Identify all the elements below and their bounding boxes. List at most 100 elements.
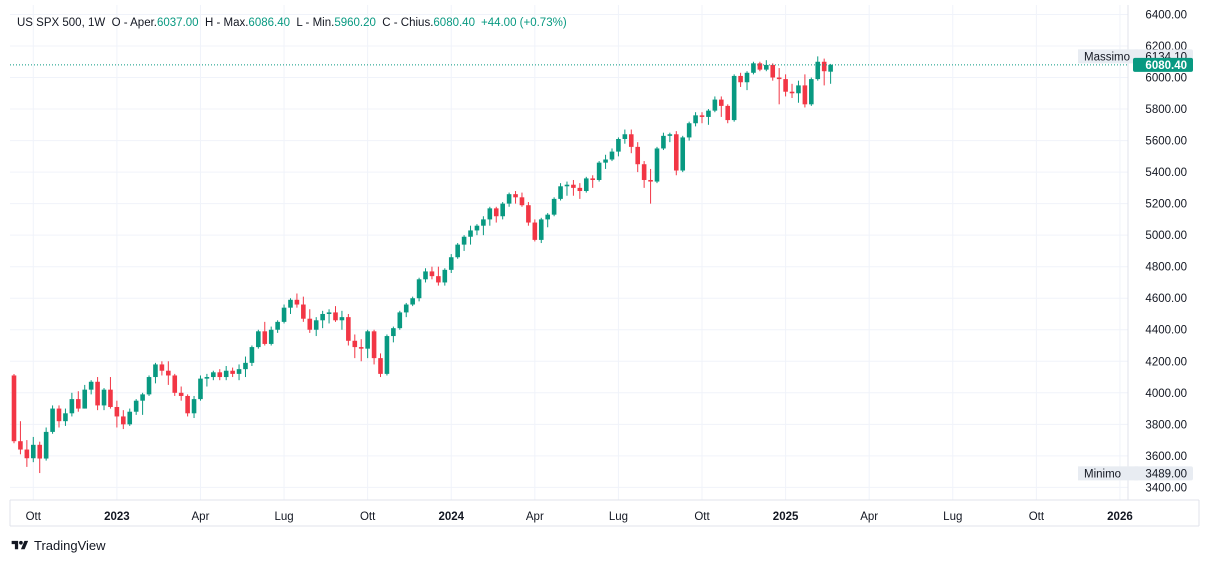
- candle-body: [654, 148, 660, 182]
- candle-body: [429, 271, 435, 277]
- candle-body: [230, 370, 235, 374]
- candle-body: [764, 64, 769, 70]
- y-tick-label: 4000.00: [1145, 388, 1187, 400]
- candle-body: [11, 375, 17, 442]
- candle-body: [76, 399, 81, 409]
- candle-body: [108, 389, 113, 407]
- candle-body: [770, 64, 776, 78]
- candle-body: [500, 203, 505, 217]
- y-tick-label: 5200.00: [1145, 199, 1187, 211]
- tradingview-brand[interactable]: TradingView: [10, 538, 106, 553]
- candle-body: [583, 178, 589, 192]
- candle-body: [223, 370, 229, 378]
- candle-body: [680, 137, 686, 171]
- candle-body: [809, 79, 814, 105]
- candle-body: [616, 138, 621, 152]
- y-tick-label: 3600.00: [1145, 451, 1187, 463]
- candle-body: [365, 331, 370, 349]
- last-price-value: 6080.40: [1145, 60, 1187, 72]
- candle-body: [416, 279, 422, 299]
- candle-body: [622, 134, 628, 139]
- y-tick-label: 5600.00: [1145, 136, 1187, 148]
- min-price-value: 3489.00: [1145, 468, 1187, 480]
- candle-body: [294, 299, 300, 305]
- candle-body: [346, 317, 351, 341]
- min-price-label-bg: [1078, 466, 1138, 481]
- candle-body: [82, 389, 88, 409]
- candle-body: [673, 134, 679, 171]
- candle-body: [24, 449, 30, 459]
- candle-body: [140, 394, 145, 401]
- x-tick-label: Apr: [192, 511, 210, 523]
- candle-body: [236, 369, 242, 374]
- candle-body: [628, 134, 634, 147]
- candle-body: [127, 411, 133, 425]
- candle-body: [204, 377, 210, 379]
- candle-body: [815, 61, 821, 80]
- x-tick-label: Ott: [694, 511, 710, 523]
- candle-body: [481, 219, 486, 226]
- candle-body: [301, 304, 306, 319]
- candle-body: [352, 340, 358, 348]
- candle-body: [609, 151, 615, 160]
- candle-body: [211, 372, 216, 378]
- candle-body: [667, 134, 673, 136]
- candle-body: [410, 298, 415, 305]
- candle-body: [133, 400, 139, 412]
- candle-body: [307, 318, 313, 330]
- candle-body: [641, 164, 647, 180]
- legend-low-value: 5960.20: [334, 17, 376, 29]
- last-price-value-bg: [1133, 57, 1193, 72]
- max-price-label-bg: [1078, 49, 1138, 64]
- x-tick-label: Lug: [609, 511, 628, 523]
- candle-body: [468, 230, 473, 237]
- time-axis: Ott 2023 Apr Lug Ott 2024 Apr Lug Ott 2025 Apr Lug O…: [26, 511, 1133, 523]
- x-tick-label: Lug: [943, 511, 962, 523]
- candle-body: [493, 208, 499, 217]
- y-tick-label: 5800.00: [1145, 104, 1187, 116]
- candle-body: [256, 331, 261, 348]
- candle-body: [461, 236, 467, 245]
- legend-open-value: 6037.00: [157, 17, 199, 29]
- candle-body: [706, 110, 711, 117]
- candle-body: [577, 187, 583, 192]
- legend-symbol: US SPX 500, 1W: [17, 17, 106, 29]
- x-tick-label: 2023: [104, 511, 130, 523]
- candle-body: [474, 225, 480, 231]
- y-tick-label: 5400.00: [1145, 167, 1187, 179]
- candle-body: [153, 364, 158, 378]
- candle-body: [686, 123, 692, 138]
- candle-body: [50, 408, 55, 432]
- candle-body: [18, 441, 23, 450]
- y-tick-label: 6000.00: [1145, 73, 1187, 85]
- candle-body: [776, 77, 782, 80]
- x-tick-label: 2025: [773, 511, 799, 523]
- candle-body: [378, 358, 383, 374]
- candle-body: [712, 99, 718, 111]
- candle-body: [262, 331, 268, 344]
- candle-body: [249, 347, 255, 363]
- candle-body: [564, 184, 570, 187]
- candle-body: [288, 299, 293, 308]
- candle-body: [191, 399, 197, 414]
- candle-body: [802, 85, 808, 105]
- candle-body: [821, 61, 827, 72]
- price-axis: 3400.00 3600.00 3800.00 4000.00 4200.00 4400.…: [1145, 9, 1187, 494]
- y-tick-label: 6400.00: [1145, 9, 1187, 21]
- legend-low-label: L - Min.: [296, 17, 335, 29]
- candle-body: [95, 381, 100, 406]
- candle-body: [268, 329, 274, 344]
- tradingview-logo-icon: [11, 540, 29, 550]
- candle-body: [281, 307, 287, 322]
- candle-body: [590, 178, 595, 180]
- min-price-value-bg: [1133, 466, 1193, 481]
- legend-high-value: 6086.40: [248, 17, 290, 29]
- candle-body: [358, 347, 364, 349]
- candle-body: [243, 362, 248, 370]
- y-tick-label: 3800.00: [1145, 419, 1187, 431]
- candle-body: [146, 377, 152, 395]
- candle-body: [519, 197, 525, 206]
